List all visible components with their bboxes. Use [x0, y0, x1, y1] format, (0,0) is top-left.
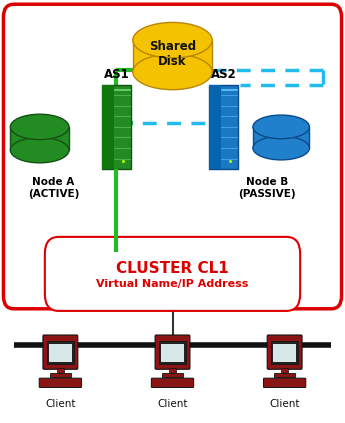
Text: Virtual Name/IP Address: Virtual Name/IP Address — [96, 279, 249, 289]
Ellipse shape — [10, 114, 69, 140]
FancyBboxPatch shape — [209, 85, 221, 169]
Polygon shape — [10, 127, 69, 150]
FancyBboxPatch shape — [273, 343, 296, 362]
FancyBboxPatch shape — [155, 335, 190, 369]
Text: Client: Client — [157, 399, 188, 409]
Ellipse shape — [10, 137, 69, 163]
Text: Node B
(PASSIVE): Node B (PASSIVE) — [238, 177, 296, 199]
FancyBboxPatch shape — [49, 343, 72, 362]
Text: Client: Client — [269, 399, 300, 409]
FancyBboxPatch shape — [43, 335, 78, 369]
FancyBboxPatch shape — [39, 378, 81, 387]
Text: AS2: AS2 — [211, 68, 236, 80]
FancyBboxPatch shape — [169, 368, 176, 373]
FancyBboxPatch shape — [264, 378, 306, 387]
Text: Shared
Disk: Shared Disk — [149, 40, 196, 68]
FancyBboxPatch shape — [274, 373, 295, 377]
FancyBboxPatch shape — [162, 373, 183, 377]
Text: AS1: AS1 — [104, 68, 129, 80]
FancyBboxPatch shape — [102, 85, 131, 169]
FancyBboxPatch shape — [45, 237, 300, 311]
FancyBboxPatch shape — [267, 335, 302, 369]
FancyBboxPatch shape — [271, 341, 298, 364]
FancyBboxPatch shape — [57, 368, 64, 373]
Ellipse shape — [253, 136, 309, 160]
FancyBboxPatch shape — [102, 85, 114, 169]
FancyBboxPatch shape — [209, 85, 238, 169]
FancyBboxPatch shape — [281, 368, 288, 373]
Text: Client: Client — [45, 399, 76, 409]
FancyBboxPatch shape — [3, 4, 342, 309]
FancyBboxPatch shape — [151, 378, 194, 387]
Ellipse shape — [133, 54, 212, 90]
FancyBboxPatch shape — [159, 341, 186, 364]
Text: Node A
(ACTIVE): Node A (ACTIVE) — [28, 177, 79, 199]
Ellipse shape — [133, 22, 212, 58]
FancyBboxPatch shape — [161, 343, 184, 362]
Polygon shape — [133, 40, 212, 72]
FancyBboxPatch shape — [50, 373, 71, 377]
Text: CLUSTER CL1: CLUSTER CL1 — [116, 261, 229, 276]
Ellipse shape — [253, 115, 309, 139]
Polygon shape — [253, 127, 309, 148]
FancyBboxPatch shape — [47, 341, 74, 364]
